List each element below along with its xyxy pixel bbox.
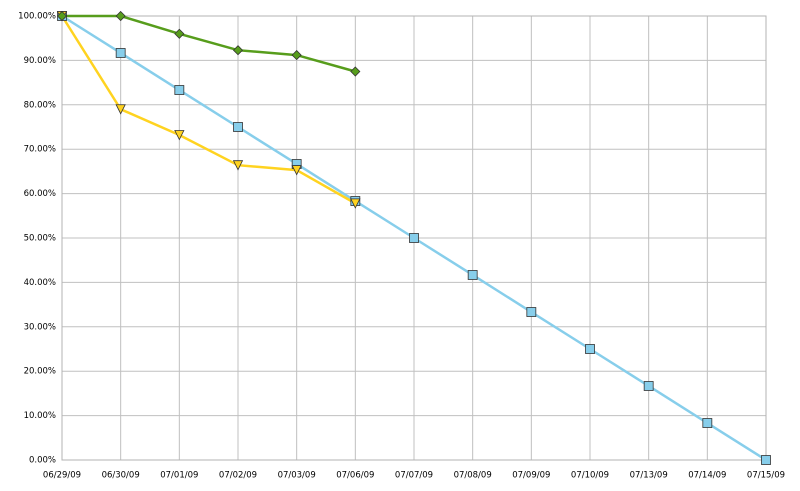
x-tick-label: 07/06/09 [336,471,374,481]
marker [174,130,185,141]
y-tick-label: 40.00% [24,278,56,288]
y-tick-label: 20.00% [24,367,56,377]
marker [174,85,185,95]
marker [115,48,126,58]
marker [526,307,537,317]
y-tick-label: 60.00% [24,189,56,199]
marker [233,122,243,132]
marker [174,28,185,39]
x-tick-label: 07/10/09 [571,471,609,481]
marker [467,270,478,280]
y-tick-label: 80.00% [24,100,56,110]
x-tick-label: 07/15/09 [747,471,785,481]
marker [232,45,244,56]
marker [115,104,126,115]
x-tick-label: 07/07/09 [395,471,433,481]
marker [291,50,302,61]
marker [232,160,244,171]
y-tick-label: 50.00% [24,234,56,244]
x-tick-label: 07/03/09 [278,471,316,481]
y-tick-label: 70.00% [24,145,56,155]
x-tick-label: 07/01/09 [160,471,198,481]
marker [761,455,771,465]
plot-border [61,15,767,461]
y-tick-label: 0.00% [29,456,56,466]
y-tick-label: 100.00% [18,12,56,22]
series-line [60,15,356,205]
marker [409,233,419,243]
x-tick-label: 06/30/09 [102,471,140,481]
series-line [62,14,356,73]
marker [643,381,654,391]
marker [291,165,302,176]
y-tick-label: 30.00% [24,322,56,332]
y-tick-label: 90.00% [24,56,56,66]
marker [702,418,713,428]
marker [56,10,68,22]
x-tick-label: 07/14/09 [688,471,726,481]
y-tick-label: 10.00% [24,411,56,421]
x-tick-label: 07/13/09 [630,471,668,481]
x-tick-label: 07/08/09 [454,471,492,481]
marker [350,66,361,77]
x-tick-label: 06/29/09 [43,471,81,481]
x-tick-label: 07/02/09 [219,471,257,481]
marker [585,344,595,354]
marker [115,10,126,22]
x-tick-label: 07/09/09 [512,471,550,481]
marker [350,198,361,209]
